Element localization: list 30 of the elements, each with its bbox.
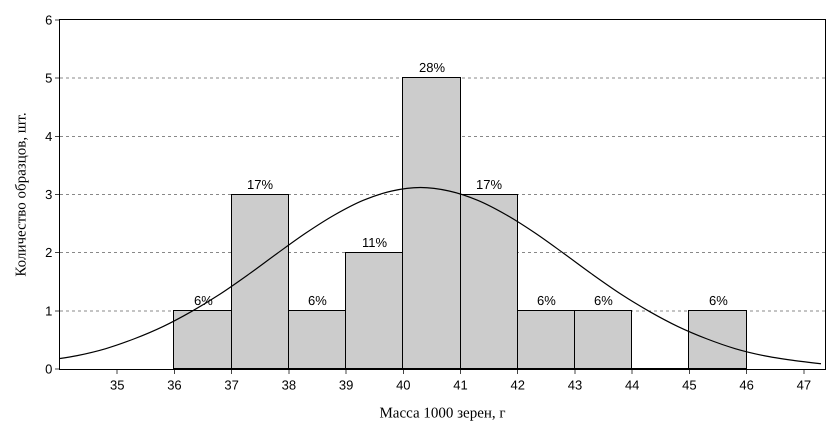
- x-tick-label: 36: [167, 378, 182, 393]
- x-tick-label: 45: [682, 378, 697, 393]
- x-tick-label: 41: [453, 378, 468, 393]
- annotation: 11%: [362, 235, 388, 250]
- x-tick-label: 44: [624, 378, 640, 393]
- x-tick-label: 35: [110, 378, 124, 393]
- annotation: 6%: [709, 293, 728, 308]
- y-tick-label: 5: [45, 70, 52, 86]
- y-tick-label: 2: [45, 245, 52, 260]
- x-tick-label: 46: [739, 378, 754, 393]
- x-tick-label: 47: [796, 378, 812, 393]
- annotation: 6%: [537, 293, 556, 308]
- annotation: 6%: [308, 293, 328, 308]
- y-tick-label: 1: [45, 303, 52, 318]
- x-tick-label: 42: [510, 378, 525, 393]
- annotation: 28%: [419, 60, 446, 75]
- x-tick-label: 39: [338, 378, 354, 393]
- y-axis-title: Количество образцов, шт.: [13, 112, 30, 277]
- x-axis-title: Масса 1000 зерен, г: [379, 406, 506, 422]
- y-tick-label: 4: [45, 128, 52, 144]
- y-tick-label: 6: [45, 12, 52, 28]
- annotation: 6%: [594, 293, 614, 308]
- x-tick-label: 40: [396, 378, 411, 393]
- x-tick-label: 38: [282, 378, 296, 393]
- x-tick-label: 43: [568, 378, 582, 393]
- y-tick-label: 3: [45, 187, 52, 202]
- annotation: 17%: [476, 177, 502, 192]
- x-tick-label: 37: [224, 378, 239, 393]
- y-tick-label: 0: [45, 362, 52, 377]
- annotation: 17%: [247, 177, 274, 192]
